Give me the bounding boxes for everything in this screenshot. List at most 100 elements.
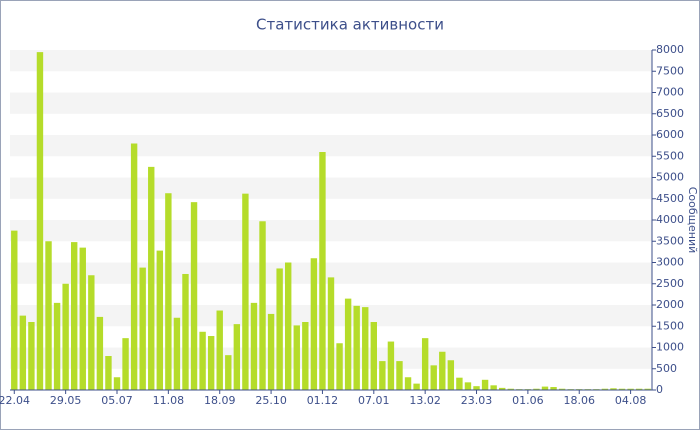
grid-band: [10, 135, 652, 157]
y-tick-label: 6000: [656, 128, 684, 141]
bar: [250, 302, 258, 390]
y-tick-label: 1000: [656, 341, 684, 354]
bar: [533, 388, 540, 390]
bar: [404, 377, 412, 390]
bar: [130, 143, 138, 390]
bar: [36, 52, 44, 390]
bar: [233, 324, 241, 390]
bar: [362, 307, 369, 390]
bar: [113, 377, 121, 390]
y-tick-label: 1500: [656, 319, 684, 332]
bar: [148, 166, 155, 390]
grid-band: [10, 50, 652, 72]
grid-band: [10, 220, 652, 242]
bar: [635, 388, 643, 390]
bar: [165, 193, 172, 390]
bar: [618, 388, 626, 390]
bar: [53, 302, 61, 390]
y-tick-label: 500: [656, 362, 677, 375]
x-tick-label: 18.06: [563, 394, 595, 407]
grid-band: [10, 92, 652, 114]
x-tick-label: 23.03: [461, 394, 493, 407]
bar: [481, 379, 489, 390]
bar: [182, 273, 189, 390]
bar: [285, 262, 292, 390]
y-tick-label: 8000: [656, 43, 684, 56]
bar: [276, 268, 283, 390]
x-tick-label: 18.09: [204, 394, 236, 407]
bar: [379, 361, 386, 390]
bar: [293, 325, 300, 390]
bar: [71, 242, 78, 390]
y-tick-label: 3500: [656, 234, 684, 247]
y-tick-label: 7500: [656, 64, 684, 77]
bar: [541, 386, 549, 390]
bar: [190, 202, 198, 390]
bar: [173, 317, 181, 390]
bar: [105, 356, 112, 390]
y-tick-label: 5500: [656, 149, 684, 162]
bar: [79, 247, 86, 390]
bar: [464, 382, 472, 390]
y-tick-label: 4500: [656, 192, 684, 205]
bar: [387, 341, 395, 390]
bar: [259, 221, 266, 390]
x-tick-label: 22.04: [0, 394, 30, 407]
bar: [644, 388, 651, 390]
bar: [396, 361, 403, 390]
x-tick-label: 04.08: [615, 394, 647, 407]
y-tick-label: 7000: [656, 86, 684, 99]
bar: [319, 152, 326, 390]
bar: [216, 310, 223, 390]
bar: [344, 298, 352, 390]
bar: [507, 388, 514, 390]
bar: [28, 322, 35, 390]
y-axis-title: Сообщений: [686, 187, 699, 254]
bar: [225, 355, 232, 390]
bar: [610, 388, 617, 390]
x-tick-label: 01.06: [512, 394, 544, 407]
y-tick-label: 0: [656, 383, 663, 396]
x-tick-label: 13.02: [409, 394, 441, 407]
bar: [207, 336, 215, 390]
bar: [62, 283, 69, 390]
y-tick-label: 2000: [656, 298, 684, 311]
bar: [242, 193, 249, 390]
x-tick-label: 07.01: [358, 394, 390, 407]
x-tick-label: 29.05: [50, 394, 82, 407]
bar: [473, 386, 480, 390]
x-tick-label: 01.12: [307, 394, 339, 407]
bar: [456, 377, 463, 390]
bar: [439, 351, 446, 390]
bar: [421, 338, 429, 390]
bar: [19, 315, 27, 390]
bar: [45, 241, 52, 390]
bar: [499, 387, 506, 390]
y-tick-label: 3000: [656, 256, 684, 269]
x-tick-label: 11.08: [153, 394, 185, 407]
y-tick-label: 2500: [656, 277, 684, 290]
bar: [430, 365, 437, 390]
bar: [199, 331, 206, 390]
bar: [156, 250, 163, 390]
bar: [353, 305, 360, 390]
bar: [447, 360, 455, 390]
x-tick-label: 25.10: [255, 394, 287, 407]
y-tick-label: 6500: [656, 107, 684, 120]
bar: [267, 313, 275, 390]
bar: [88, 275, 95, 390]
bar: [627, 388, 634, 390]
bar: [302, 322, 309, 390]
bar: [601, 388, 609, 390]
bar: [370, 322, 377, 390]
bar: [413, 383, 420, 390]
bar: [327, 277, 335, 390]
bar: [310, 258, 318, 390]
bar: [558, 388, 566, 390]
bar: [122, 338, 129, 390]
bar: [96, 316, 104, 390]
grid-band: [10, 177, 652, 199]
y-tick-label: 4000: [656, 213, 684, 226]
bar: [139, 267, 146, 390]
